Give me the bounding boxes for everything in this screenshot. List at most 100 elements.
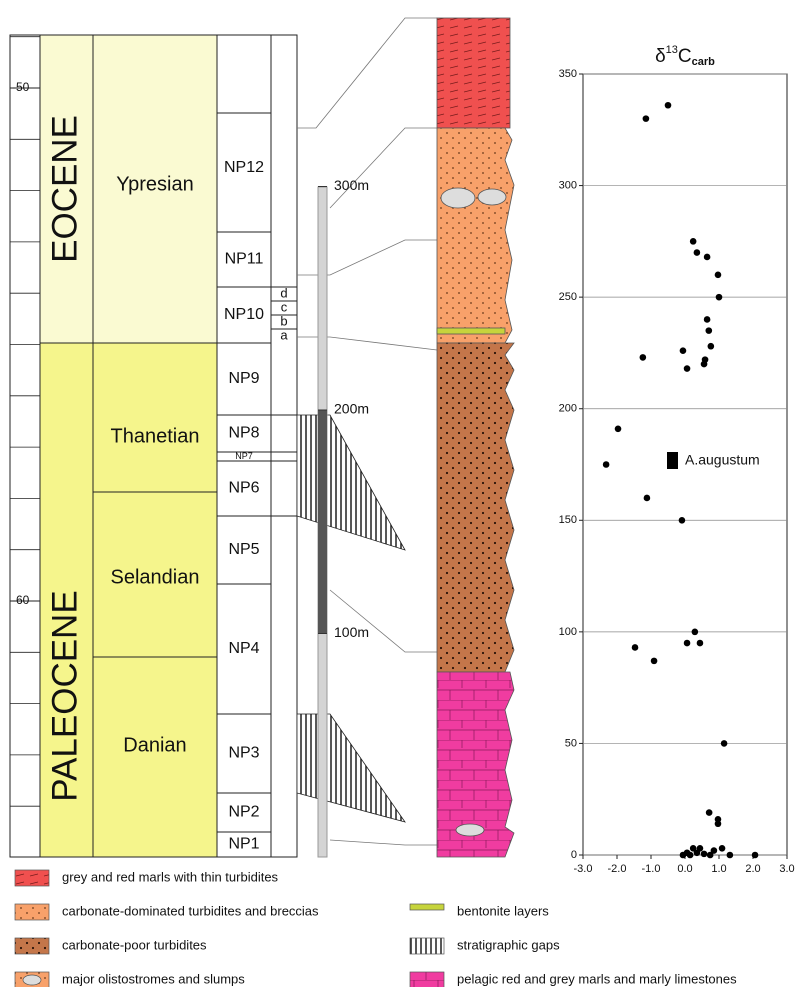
zone-label: NP10 [224,306,264,323]
x-tick-label: -3.0 [574,863,593,875]
gap-hatch [297,415,405,550]
y-tick-label: 50 [565,737,577,749]
zone-label: NP5 [228,541,259,558]
x-tick-label: 0.0 [677,863,692,875]
stage-label: Ypresian [116,173,193,195]
point [643,115,650,122]
legend-label: carbonate-poor turbidites [62,937,207,952]
legend-label: pelagic red and grey marls and marly lim… [457,971,737,986]
point [706,809,713,816]
title-sup: 13 [666,44,678,56]
point [715,820,722,827]
connector [330,840,437,845]
age-label: -60 [12,593,30,607]
annotation: A.augustum [685,452,760,468]
meter-bar-dark [318,410,327,633]
zone-label: NP4 [228,640,259,657]
litho-carbonate-poor [437,343,514,672]
meter-label: 200m [334,401,369,417]
point [715,272,722,279]
subzone-label: d [280,285,287,300]
zone-label: NP7 [235,451,253,461]
point [704,254,711,261]
point [697,640,704,647]
epoch-label: PALEOCENE [45,590,84,801]
subzone-label: c [281,299,288,314]
point [707,852,714,859]
point [684,640,691,647]
y-tick-label: 200 [559,403,577,415]
plot-title: δ13Ccarb [655,44,715,68]
legend-blob [23,975,41,985]
bentonite [437,328,505,334]
point [680,347,687,354]
subzone-column [271,35,297,857]
connector [330,590,437,652]
point [690,238,697,245]
point [752,852,759,859]
zone-label: NP12 [224,159,264,176]
point [694,249,701,256]
legend-label: grey and red marls with thin turbidites [62,869,279,884]
y-tick-label: 150 [559,514,577,526]
olistostrome [456,824,484,836]
legend-label: bentonite layers [457,903,549,918]
legend-swatch [410,904,444,910]
legend-swatch [15,904,49,920]
point [727,852,734,859]
x-tick-label: 1.0 [711,863,726,875]
meter-label: 100m [334,624,369,640]
point [721,740,728,747]
legend-label: stratigraphic gaps [457,937,560,952]
title-base: C [678,46,692,67]
gap-hatch [297,714,405,822]
y-tick-label: 350 [559,68,577,80]
point [651,658,658,665]
x-tick-label: -1.0 [642,863,661,875]
stage-label: Danian [123,734,186,756]
zone-label: NP1 [228,836,259,853]
legend-swatch [15,870,49,886]
figure: δ13Ccarb A.augustum -50 -60 EOCENE PALEOCEN… [0,0,796,987]
gaps [297,415,405,822]
legend-swatch [410,972,444,987]
zone-label: NP2 [228,804,259,821]
x-tick-label: 2.0 [745,863,760,875]
title-sub: carb [692,56,716,68]
point [701,361,708,368]
meter-label: 300m [334,177,369,193]
point [701,851,708,858]
legend-label: major olistostromes and slumps [62,971,245,986]
point [684,365,691,372]
point [665,102,672,109]
point [603,461,610,468]
y-tick-label: 300 [559,179,577,191]
point [640,354,647,361]
point [679,517,686,524]
point [719,845,726,852]
connector [330,128,437,208]
subzone-label: a [280,327,288,342]
page: δ13Ccarb A.augustum -50 -60 EOCENE PALEOCEN… [0,0,796,987]
legend-swatch [15,938,49,954]
y-tick-label: 250 [559,291,577,303]
stage-label: Thanetian [111,425,200,447]
point [644,495,651,502]
olistostrome [441,188,475,208]
point [692,629,699,636]
point [708,343,715,350]
point [615,425,622,432]
stage-label: Selandian [111,566,200,588]
age-label: -50 [12,80,30,94]
age-column [10,35,40,857]
connector [297,18,437,128]
epoch-label: EOCENE [45,115,84,263]
olistostrome [478,189,506,205]
legend-label: carbonate-dominated turbidites and brecc… [62,903,319,918]
lithology [437,18,514,857]
point [704,316,711,323]
stage-cell [93,657,217,857]
zone-label: NP8 [228,425,259,442]
y-tick-label: 100 [559,626,577,638]
point [632,644,639,651]
